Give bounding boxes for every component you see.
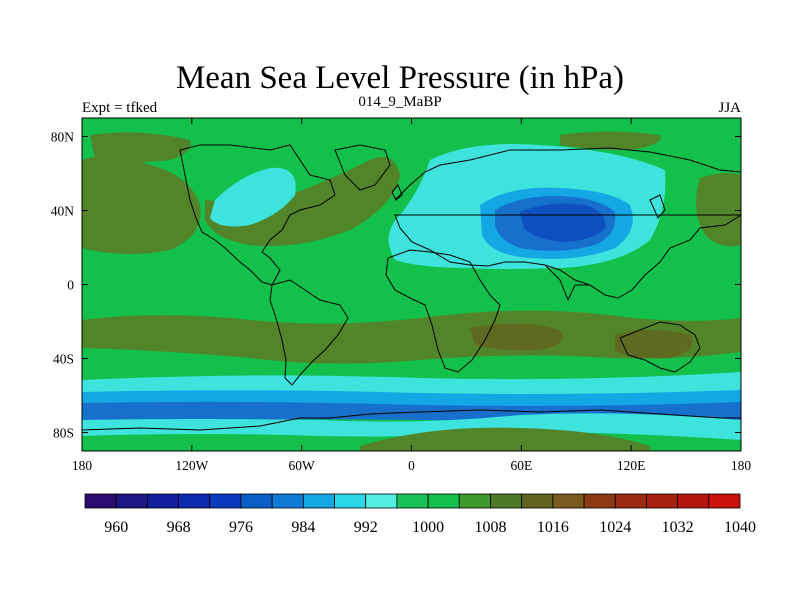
run-label: 014_9_MaBP: [358, 94, 442, 110]
colorbar-swatch: [646, 493, 679, 509]
high-north-pole-east: [560, 131, 661, 150]
x-tick-label: 60W: [289, 458, 316, 473]
y-tick-label: 0: [67, 278, 74, 293]
colorbar-swatch: [521, 493, 554, 509]
high-subtropical-belt: [82, 310, 741, 364]
colorbar-swatch: [396, 493, 429, 509]
colorbar-swatch: [146, 493, 179, 509]
map-title: Mean Sea Level Pressure (in hPa): [175, 60, 625, 96]
colorbar-swatch: [677, 493, 710, 509]
x-tick-label: 120W: [175, 458, 208, 473]
map-axes: 180 120W 60W 0 60E 120E 180 80N 40N 0 40S 80S: [51, 118, 752, 473]
coast-eurasia: [394, 147, 741, 299]
colorbar-swatch: [178, 493, 211, 509]
colorbar-swatch: [458, 493, 491, 509]
colorbar-swatch: [427, 493, 460, 509]
colorbar-swatch: [240, 493, 273, 509]
contour-field: [82, 118, 741, 451]
colorbar-label: 1040: [724, 519, 756, 536]
high-north-pacific: [82, 156, 201, 254]
colorbar-swatch: [583, 493, 616, 509]
experiment-label: Expt = tfked: [82, 100, 158, 116]
coast-south-america: [269, 279, 349, 386]
colorbar-label: 1032: [662, 519, 694, 536]
high-arctic-strip: [90, 132, 191, 163]
coastlines: [82, 144, 741, 431]
colorbar-label: 968: [167, 519, 191, 536]
coast-britain: [391, 184, 403, 201]
low-asia-core: [520, 203, 606, 242]
colorbar: 960 968 976 984 992 1000 1008 1016 1024 1032 1040: [84, 493, 756, 536]
high-south-africa-indian: [470, 323, 563, 351]
coast-australia: [619, 321, 701, 373]
coast-india: [544, 264, 590, 302]
x-tick-label: 180: [72, 458, 93, 473]
y-tick-label: 40S: [53, 352, 74, 367]
high-east-asia: [696, 173, 741, 247]
low-antarctic-coast-cyan: [82, 413, 741, 440]
colorbar-label: 1000: [412, 519, 444, 536]
coast-greenland: [334, 144, 391, 191]
y-tick-label: 80S: [53, 426, 74, 441]
high-north-atlantic: [205, 157, 400, 246]
coast-africa: [385, 249, 501, 373]
colorbar-swatch: [271, 493, 304, 509]
coast-japan: [649, 194, 666, 219]
colorbar-swatch: [115, 493, 148, 509]
x-tick-label: 0: [408, 458, 415, 473]
colorbar-swatch: [302, 493, 335, 509]
colorbar-swatch: [84, 493, 117, 509]
coast-north-america: [179, 144, 336, 286]
colorbar-swatch: [334, 493, 367, 509]
coast-antarctica: [82, 409, 741, 431]
x-tick-label: 60E: [510, 458, 532, 473]
colorbar-label: 976: [229, 519, 253, 536]
high-antarctica: [360, 427, 650, 451]
low-greenland: [210, 167, 296, 227]
colorbar-swatch: [209, 493, 242, 509]
colorbar-label: 984: [291, 519, 315, 536]
colorbar-label: 960: [104, 519, 128, 536]
season-label: JJA: [718, 100, 741, 116]
colorbar-label: 1024: [599, 519, 631, 536]
x-tick-label: 180: [731, 458, 752, 473]
colorbar-swatch: [708, 493, 741, 509]
y-tick-label: 80N: [51, 130, 75, 145]
y-tick-label: 40N: [51, 204, 75, 219]
colorbar-label: 992: [354, 519, 378, 536]
colorbar-label: 1008: [474, 519, 506, 536]
colorbar-label: 1016: [537, 519, 569, 536]
x-tick-label: 120E: [617, 458, 646, 473]
colorbar-swatch: [552, 493, 585, 509]
colorbar-swatch: [614, 493, 647, 509]
colorbar-swatch: [365, 493, 398, 509]
high-australia: [615, 330, 693, 359]
colorbar-swatch: [490, 493, 523, 509]
